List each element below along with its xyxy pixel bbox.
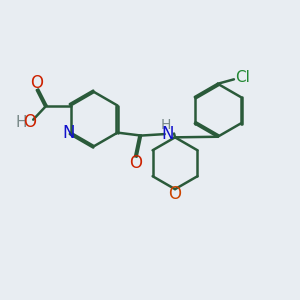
Text: O: O <box>30 74 43 92</box>
Text: H: H <box>15 115 27 130</box>
Text: O: O <box>23 113 36 131</box>
Text: H: H <box>161 118 171 132</box>
Text: O: O <box>169 184 182 202</box>
Text: O: O <box>129 154 142 172</box>
Text: N: N <box>62 124 74 142</box>
Text: N: N <box>161 124 174 142</box>
Text: Cl: Cl <box>235 70 250 86</box>
